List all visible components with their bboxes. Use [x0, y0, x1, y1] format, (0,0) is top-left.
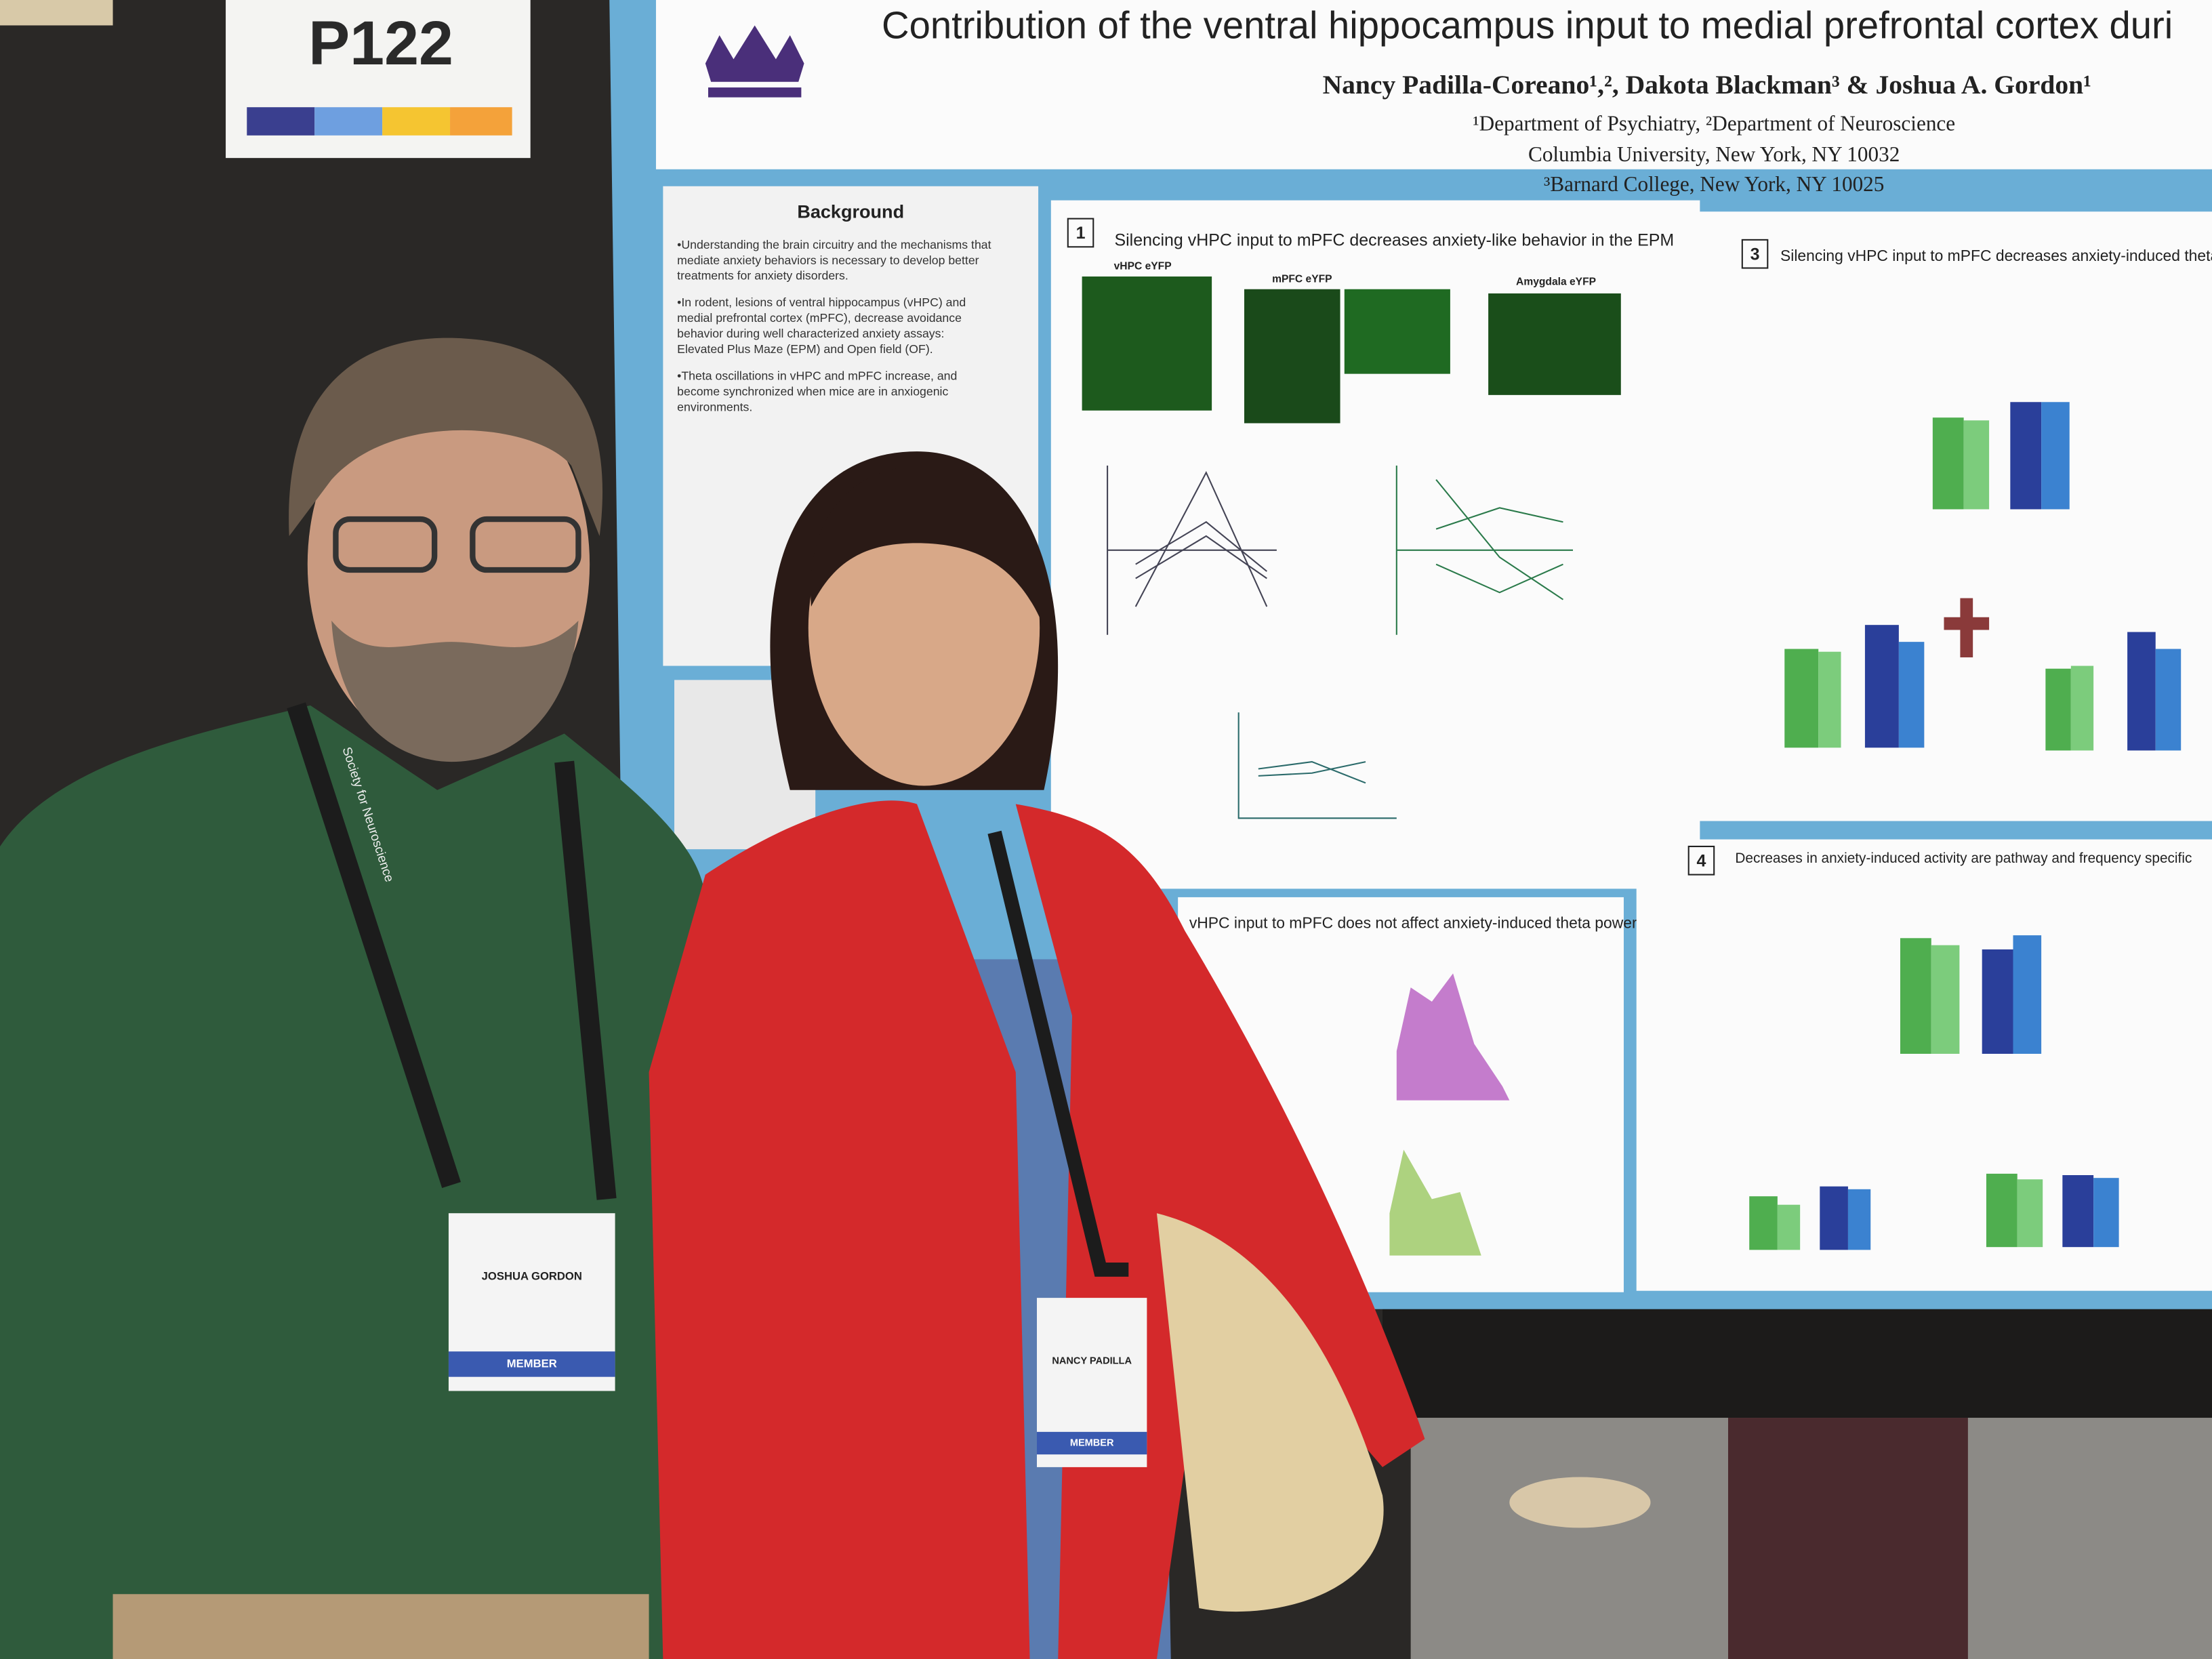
panel-heading: vHPC input to mPFC does not affect anxie… [1189, 914, 1637, 932]
badge-name: NANCY PADILLA [1052, 1356, 1132, 1367]
image-label: Amygdala eYFP [1516, 276, 1596, 287]
background-line: •Theta oscillations in vHPC and mPFC inc… [677, 369, 957, 382]
person-left: Society for Neuroscience [0, 337, 705, 1659]
micrograph [1244, 289, 1340, 424]
line-plot [1237, 712, 1397, 819]
affiliation: ¹Department of Psychiatry, ²Department o… [1473, 111, 1955, 135]
micrograph [1344, 289, 1450, 374]
panel-number: 3 [1750, 245, 1760, 264]
image-label: mPFC eYFP [1272, 273, 1332, 285]
spectrum [1389, 1149, 1481, 1256]
background-text: •Understanding the brain circuitry and t… [677, 238, 991, 413]
section-heading: Background [797, 201, 904, 222]
badge-status: MEMBER [1070, 1437, 1114, 1448]
bar-chart-figure [1784, 402, 2182, 751]
panel-heading: Silencing vHPC input to mPFC decreases a… [1780, 247, 2212, 264]
background-line: Elevated Plus Maze (EPM) and Open field … [677, 342, 933, 356]
stripe [450, 107, 512, 136]
poster-authors: Nancy Padilla-Coreano¹,², Dakota Blackma… [1323, 70, 2091, 100]
background-line: treatments for anxiety disorders. [677, 269, 848, 283]
panel-heading: Decreases in anxiety-induced activity ar… [1735, 851, 2192, 866]
micrograph [1488, 293, 1621, 395]
background-line: •Understanding the brain circuitry and t… [677, 238, 991, 251]
micrograph [1082, 276, 1212, 411]
background-line: •In rodent, lesions of ventral hippocamp… [677, 295, 966, 309]
board-base [1382, 1305, 2212, 1425]
panel-number: 4 [1697, 851, 1706, 870]
stripe [247, 107, 315, 136]
panel-number-box [1067, 218, 1094, 248]
spectrum [1396, 973, 1510, 1101]
stripe [382, 107, 451, 136]
affiliation: Columbia University, New York, NY 10032 [1528, 142, 1900, 166]
panel-number-box [1687, 845, 1715, 876]
badge-status: MEMBER [507, 1357, 557, 1370]
board-number: P122 [308, 9, 453, 78]
line-plot [1395, 465, 1574, 635]
line-plot [1107, 465, 1277, 635]
background-line: become synchronized when mice are in anx… [677, 384, 948, 398]
badge-name: JOSHUA GORDON [482, 1269, 582, 1282]
panel [1636, 839, 2212, 1291]
background-line: behavior during well characterized anxie… [677, 327, 944, 340]
stripe [314, 107, 383, 136]
legs [1728, 1418, 1968, 1659]
wall-sign [0, 0, 113, 26]
panel-heading: Silencing vHPC input to mPFC decreases a… [1114, 231, 1674, 250]
background-line: medial prefrontal cortex (mPFC), decreas… [677, 311, 962, 325]
crown-logo [705, 25, 804, 98]
affiliation: ³Barnard College, New York, NY 10025 [1544, 172, 1884, 196]
background-line: environments. [677, 400, 752, 413]
poster-title: Contribution of the ventral hippocampus … [882, 3, 2173, 46]
panel [1679, 211, 2212, 821]
background-line: mediate anxiety behaviors is necessary t… [677, 253, 979, 267]
panel-number: 1 [1076, 224, 1086, 243]
badge-stripe [1037, 1431, 1147, 1455]
badge-stripe [448, 1351, 615, 1377]
image-label: vHPC eYFP [1114, 261, 1172, 272]
bar-chart-figure [1749, 935, 2119, 1250]
poster-header [655, 0, 2212, 169]
shoe [1509, 1477, 1651, 1528]
panel-number-box [1741, 239, 1769, 269]
